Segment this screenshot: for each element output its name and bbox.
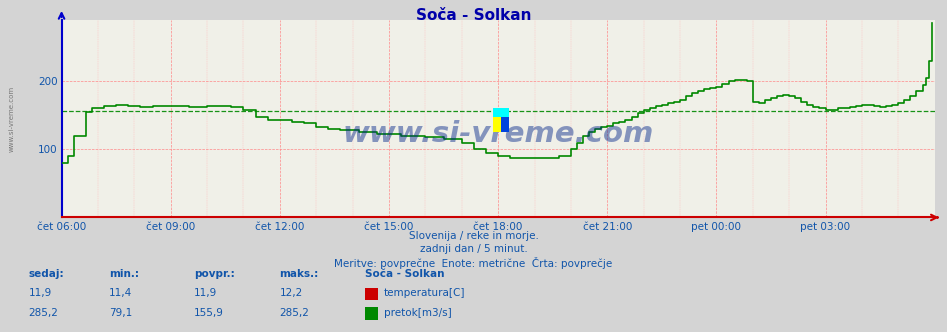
Text: povpr.:: povpr.: [194,269,235,279]
Text: sedaj:: sedaj: [28,269,64,279]
Text: 11,4: 11,4 [109,288,133,298]
Text: 285,2: 285,2 [279,308,310,318]
Text: 79,1: 79,1 [109,308,133,318]
Text: pretok[m3/s]: pretok[m3/s] [384,308,452,318]
Text: www.si-vreme.com: www.si-vreme.com [343,121,653,148]
Text: Soča - Solkan: Soča - Solkan [365,269,444,279]
Text: min.:: min.: [109,269,139,279]
Text: Slovenija / reke in morje.: Slovenija / reke in morje. [408,231,539,241]
Text: zadnji dan / 5 minut.: zadnji dan / 5 minut. [420,244,527,254]
Text: www.si-vreme.com: www.si-vreme.com [9,86,14,152]
Bar [492,109,506,132]
Bar [501,112,509,132]
Text: temperatura[C]: temperatura[C] [384,288,465,298]
Text: maks.:: maks.: [279,269,318,279]
Text: 155,9: 155,9 [194,308,224,318]
Text: Meritve: povprečne  Enote: metrične  Črta: povprečje: Meritve: povprečne Enote: metrične Črta:… [334,257,613,269]
Text: 11,9: 11,9 [28,288,52,298]
Text: Soča - Solkan: Soča - Solkan [416,8,531,23]
Text: 11,9: 11,9 [194,288,218,298]
Text: 12,2: 12,2 [279,288,303,298]
Text: 285,2: 285,2 [28,308,59,318]
Bar [492,109,509,117]
